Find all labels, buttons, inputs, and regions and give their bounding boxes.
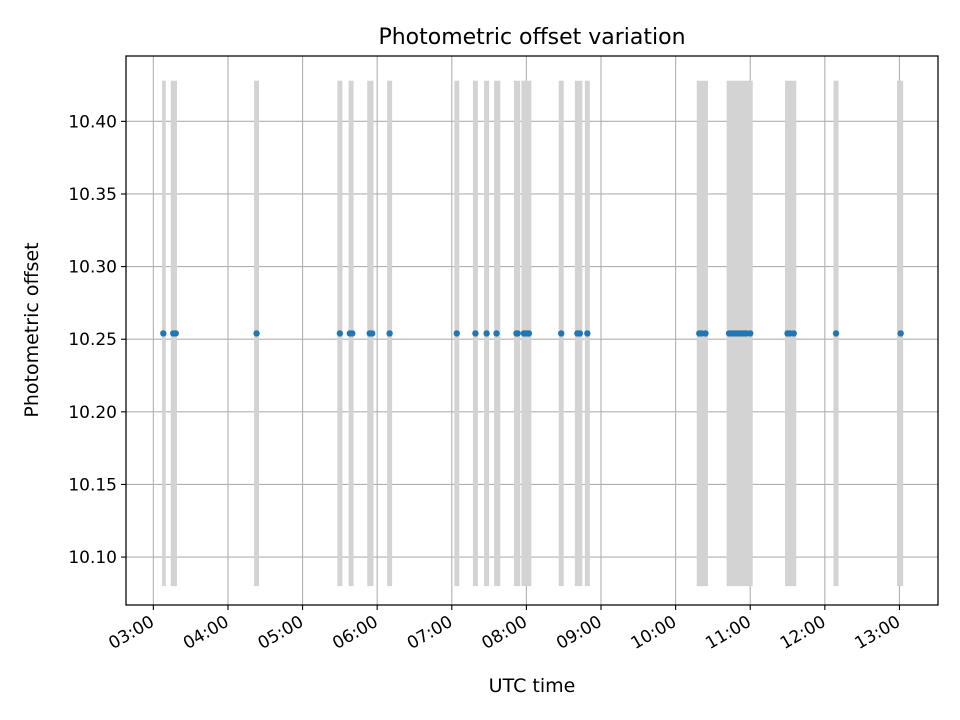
data-point (453, 330, 460, 337)
data-point (369, 330, 376, 337)
data-point (253, 330, 260, 337)
data-point (349, 330, 356, 337)
data-point (790, 330, 797, 337)
data-point (558, 330, 565, 337)
data-point (702, 330, 709, 337)
data-point (525, 330, 533, 337)
data-point (172, 330, 179, 337)
data-point (576, 330, 584, 337)
data-point (483, 330, 490, 337)
data-points (160, 330, 904, 337)
data-point (472, 330, 479, 337)
y-tick-label: 10.35 (68, 185, 117, 205)
y-tick-label: 10.25 (68, 330, 117, 350)
data-point (832, 330, 840, 337)
y-axis-label: Photometric offset (21, 242, 43, 417)
data-point (493, 330, 500, 337)
data-point (897, 330, 904, 337)
data-point (336, 330, 344, 337)
data-point (386, 330, 393, 337)
chart-title: Photometric offset variation (378, 25, 685, 50)
y-axis-ticks: 10.10 10.15 10.20 10.25 10.30 10.35 10.40 (68, 112, 126, 568)
y-tick-label: 10.15 (68, 475, 117, 495)
y-tick-label: 10.20 (68, 403, 117, 423)
data-point (160, 330, 167, 337)
data-point (584, 330, 591, 337)
y-tick-label: 10.30 (68, 258, 117, 278)
x-axis-label: UTC time (489, 675, 576, 697)
data-point (514, 330, 521, 337)
data-point (747, 330, 754, 337)
y-tick-label: 10.40 (68, 112, 117, 132)
plot-frame (125, 55, 939, 606)
y-tick-label: 10.10 (68, 548, 117, 568)
